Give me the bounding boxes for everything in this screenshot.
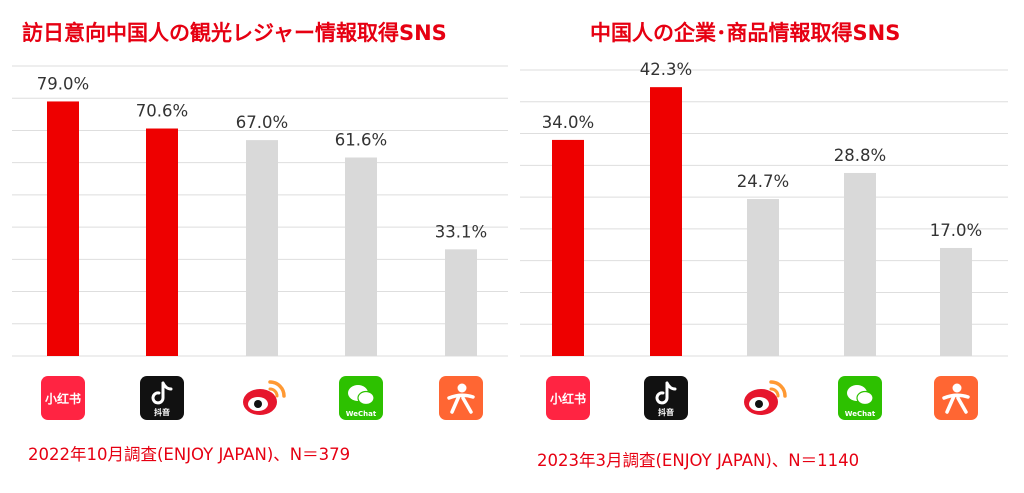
bar — [552, 139, 584, 356]
bar — [246, 140, 278, 356]
bar — [747, 199, 779, 356]
value-label: 70.6% — [136, 102, 188, 121]
right-footnote: 2023年3月調査(ENJOY JAPAN)、N＝1140 — [537, 451, 859, 470]
dianping-icon — [934, 376, 978, 420]
value-label: 79.0% — [37, 74, 89, 93]
bar — [650, 87, 682, 356]
douyin-icon: 抖音 — [140, 376, 184, 420]
left-value-labels: 79.0% 70.6% 67.0% 61.6% 33.1% — [37, 74, 487, 241]
left-footnote: 2022年10月調査(ENJOY JAPAN)、N＝379 — [28, 445, 350, 464]
right-value-labels: 34.0% 42.3% 24.7% 28.8% 17.0% — [542, 60, 982, 240]
value-label: 33.1% — [435, 222, 487, 241]
bar — [146, 128, 178, 356]
weibo-icon — [243, 380, 286, 415]
bar — [445, 249, 477, 356]
right-bars — [552, 87, 972, 356]
svg-text:WeChat: WeChat — [346, 410, 377, 418]
wechat-icon: WeChat — [339, 376, 383, 420]
svg-text:小红书: 小红书 — [550, 391, 586, 406]
weibo-icon — [744, 380, 787, 415]
left-bars — [47, 101, 477, 356]
xiaohongshu-icon: 小红书 — [41, 376, 85, 420]
left-chart-title: 訪日意向中国人の観光レジャー情報取得SNS — [22, 21, 447, 45]
bar — [345, 157, 377, 356]
svg-text:WeChat: WeChat — [845, 410, 876, 418]
bar — [47, 101, 79, 356]
value-label: 24.7% — [737, 172, 789, 191]
value-label: 67.0% — [236, 113, 288, 132]
right-chart: 中国人の企業･商品情報取得SNS 34.0% 42.3% 24.7% 28.8% 17.… — [520, 21, 1008, 470]
value-label: 17.0% — [930, 221, 982, 240]
right-chart-title: 中国人の企業･商品情報取得SNS — [590, 21, 900, 45]
value-label: 61.6% — [335, 131, 387, 150]
left-chart: 訪日意向中国人の観光レジャー情報取得SNS 79.0% 70.6% 67.0% 61.… — [12, 21, 508, 464]
svg-text:抖音: 抖音 — [658, 407, 674, 417]
bar — [844, 172, 876, 356]
svg-text:小红书: 小红书 — [45, 391, 81, 406]
value-label: 42.3% — [640, 60, 692, 79]
dianping-icon — [439, 376, 483, 420]
xiaohongshu-icon: 小红书 — [546, 376, 590, 420]
bar — [940, 247, 972, 356]
wechat-icon: WeChat — [838, 376, 882, 420]
value-label: 34.0% — [542, 113, 594, 132]
svg-text:抖音: 抖音 — [154, 407, 170, 417]
value-label: 28.8% — [834, 146, 886, 165]
douyin-icon: 抖音 — [644, 376, 688, 420]
